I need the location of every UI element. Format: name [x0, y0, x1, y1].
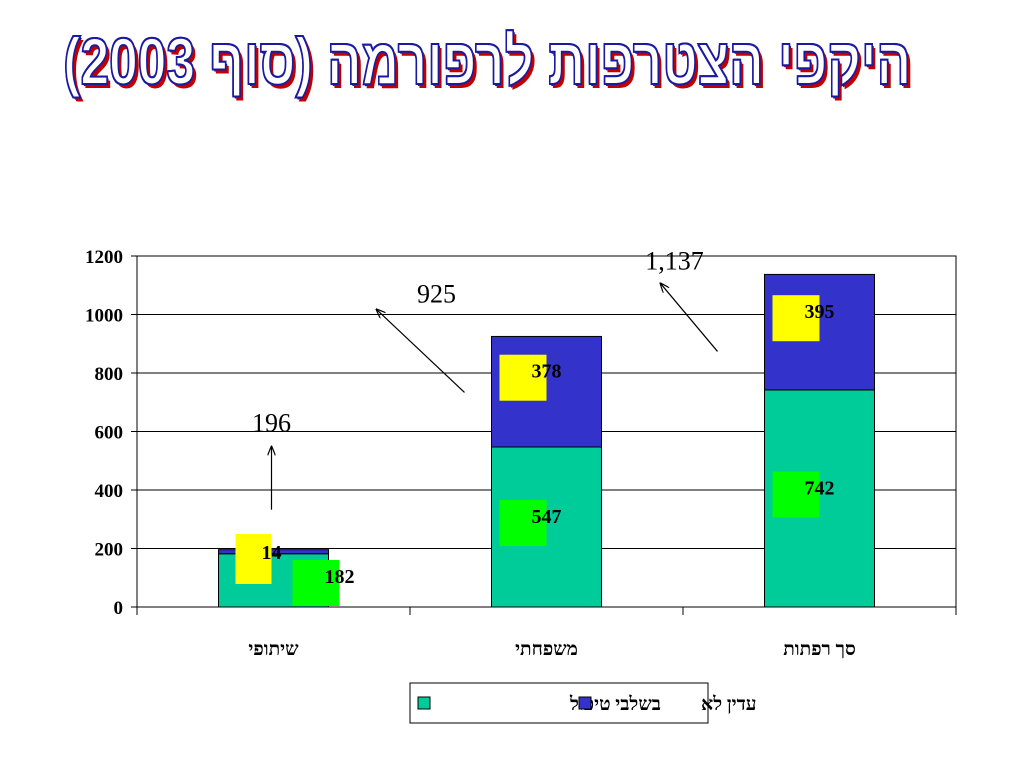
data-label: 547	[532, 506, 562, 528]
data-labels: 182 14 547 378 742 395	[235, 295, 835, 606]
total-arrow	[377, 309, 465, 393]
legend-swatch	[578, 696, 592, 710]
data-label: 378	[532, 361, 562, 383]
legend-swatch	[417, 696, 431, 710]
legend-label: בשלבי טיפול	[569, 694, 661, 715]
bar-segment	[218, 549, 329, 555]
data-label: 742	[805, 477, 835, 499]
data-label-box	[772, 471, 820, 518]
data-label: 182	[325, 566, 355, 588]
total-labels: 196 925 1,137	[252, 246, 718, 510]
y-axis: 0 200 400 600 800 1000 1200	[85, 247, 137, 619]
data-label-box	[292, 560, 340, 606]
y-tick-label: 1000	[85, 306, 123, 327]
legend: בשלבי טיפול עדין לא	[409, 682, 757, 724]
y-tick-label: 800	[95, 364, 124, 385]
data-label: 395	[805, 301, 835, 323]
category-label: שיתופי	[248, 639, 299, 660]
category-label: משפחתי	[515, 639, 578, 660]
total-label: 1,137	[645, 246, 704, 275]
y-tick-label: 0	[114, 598, 124, 619]
legend-label: עדין לא	[701, 694, 757, 715]
y-tick-label: 200	[95, 540, 124, 561]
y-tick-label: 600	[95, 423, 124, 444]
y-tick-label: 1200	[85, 247, 123, 268]
x-axis: שיתופי משפחתי סך רפתות	[136, 607, 957, 660]
y-tick-label: 400	[95, 481, 124, 502]
total-label: 925	[417, 279, 456, 308]
data-label-box	[772, 295, 820, 342]
slide-title: היקפי הצטרפות לרפורמה (סוף 2003)	[63, 24, 913, 98]
total-arrow	[661, 283, 718, 352]
total-label: 196	[252, 409, 291, 438]
data-label: 14	[262, 542, 282, 564]
data-label-box	[499, 500, 547, 547]
data-label-box	[235, 534, 272, 584]
data-label-box	[499, 354, 547, 401]
legend-box	[409, 682, 709, 724]
category-label: סך רפתות	[783, 639, 856, 660]
